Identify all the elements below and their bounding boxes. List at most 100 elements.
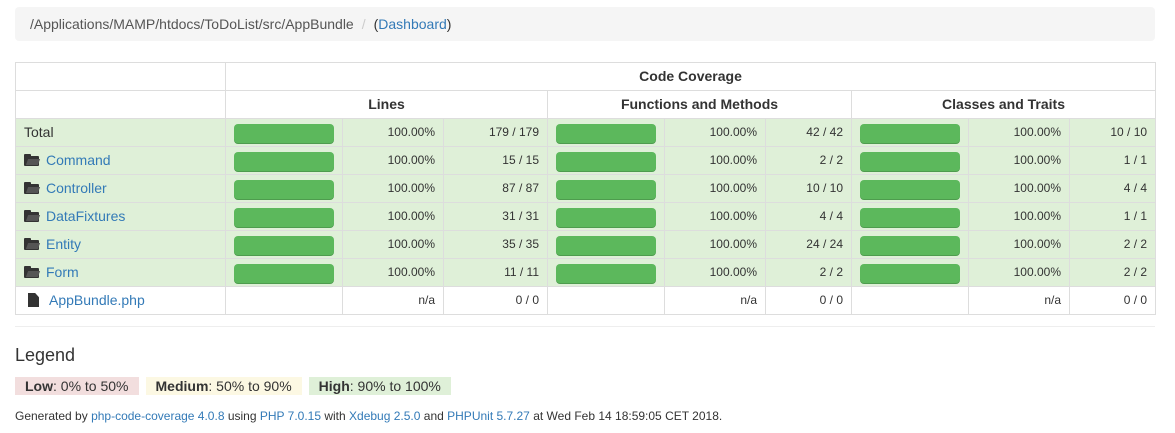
- functions-progress-cell: [547, 146, 665, 175]
- lines-progress-bar: [234, 152, 334, 172]
- functions-percent: 100.00%: [664, 230, 766, 259]
- breadcrumb-paren-open: (: [373, 16, 379, 32]
- lines-progress-bar: [234, 264, 334, 284]
- functions-percent: 100.00%: [664, 258, 766, 287]
- folder-icon: [24, 154, 41, 166]
- functions-progress-bar: [556, 180, 656, 200]
- row-link-command[interactable]: Command: [46, 152, 111, 168]
- folder-icon: [24, 266, 41, 278]
- classes-count: 1 / 1: [1068, 202, 1157, 231]
- row-link-datafixtures[interactable]: DataFixtures: [46, 208, 126, 224]
- xdebug-link[interactable]: Xdebug 2.5.0: [349, 409, 421, 423]
- functions-percent: 100.00%: [664, 174, 766, 203]
- table-row: AppBundle.php n/a 0 / 0 n/a 0 / 0 n/a 0 / 0: [15, 286, 1157, 315]
- classes-progress-bar: [860, 124, 960, 144]
- folder-icon: [24, 238, 41, 250]
- classes-progress-bar: [860, 236, 960, 256]
- breadcrumb-separator: /: [361, 16, 366, 32]
- footer-with: with: [321, 409, 350, 423]
- lines-percent: 100.00%: [342, 174, 444, 203]
- table-row: Form 100.00% 11 / 11 100.00% 2 / 2 100.00% 2 /…: [15, 258, 1157, 287]
- classes-progress-cell: [851, 230, 969, 259]
- lines-progress-cell: [225, 258, 343, 287]
- functions-progress-cell: [547, 202, 665, 231]
- functions-progress-cell: [547, 174, 665, 203]
- lines-percent: 100.00%: [342, 258, 444, 287]
- legend-high-range: : 90% to 100%: [349, 378, 441, 394]
- classes-percent: 100.00%: [968, 174, 1070, 203]
- row-name: Total: [24, 124, 54, 140]
- lines-header: Lines: [225, 90, 548, 119]
- legend-high-label: High: [318, 378, 350, 394]
- php-link[interactable]: PHP 7.0.15: [259, 409, 322, 423]
- classes-progress-cell: [851, 286, 969, 315]
- classes-percent: 100.00%: [968, 146, 1070, 175]
- classes-percent: 100.00%: [968, 230, 1070, 259]
- functions-percent: n/a: [664, 286, 766, 315]
- header-blank: [15, 90, 226, 119]
- functions-percent: 100.00%: [664, 146, 766, 175]
- legend: Low: 0% to 50% Medium: 50% to 90% High: 90…: [15, 377, 458, 395]
- lines-count: 15 / 15: [443, 146, 548, 175]
- row-link-controller[interactable]: Controller: [46, 180, 107, 196]
- row-link-form[interactable]: Form: [46, 264, 79, 280]
- file-icon: [28, 293, 39, 307]
- breadcrumb: /Applications/MAMP/htdocs/ToDoList/src/A…: [15, 7, 1155, 41]
- footer: Generated by php-code-coverage 4.0.8 usi…: [15, 409, 722, 423]
- lines-percent: 100.00%: [342, 230, 444, 259]
- functions-percent: 100.00%: [664, 118, 766, 147]
- lines-progress-cell: [225, 146, 343, 175]
- row-link-appbundle-php[interactable]: AppBundle.php: [49, 292, 145, 308]
- row-name-cell: Form: [15, 258, 226, 287]
- functions-count: 24 / 24: [765, 230, 852, 259]
- row-link-entity[interactable]: Entity: [46, 236, 82, 252]
- classes-progress-cell: [851, 146, 969, 175]
- legend-low-range: : 0% to 50%: [53, 378, 129, 394]
- classes-progress-bar: [860, 264, 960, 284]
- classes-count: 0 / 0: [1068, 286, 1157, 315]
- lines-progress-bar: [234, 236, 334, 256]
- classes-progress-cell: [851, 258, 969, 287]
- lines-percent: 100.00%: [342, 118, 444, 147]
- table-row: Entity 100.00% 35 / 35 100.00% 24 / 24 100.00…: [15, 230, 1157, 259]
- lines-progress-cell: [225, 286, 343, 315]
- functions-progress-bar: [556, 208, 656, 228]
- lines-count: 31 / 31: [443, 202, 548, 231]
- folder-icon: [24, 182, 41, 194]
- lines-progress-cell: [225, 202, 343, 231]
- lines-progress-bar: [234, 124, 334, 144]
- dashboard-link[interactable]: Dashboard: [378, 16, 447, 32]
- lines-percent: n/a: [342, 286, 444, 315]
- functions-progress-bar: [556, 124, 656, 144]
- functions-progress-cell: [547, 118, 665, 147]
- header-blank: [15, 62, 226, 91]
- classes-count: 10 / 10: [1068, 118, 1157, 147]
- classes-progress-cell: [851, 174, 969, 203]
- legend-medium: Medium: 50% to 90%: [145, 377, 302, 395]
- lines-percent: 100.00%: [342, 202, 444, 231]
- lines-count: 87 / 87: [443, 174, 548, 203]
- row-name-cell: AppBundle.php: [15, 286, 226, 315]
- legend-medium-range: : 50% to 90%: [208, 378, 292, 394]
- footer-and: and: [420, 409, 448, 423]
- classes-count: 1 / 1: [1068, 146, 1157, 175]
- php-code-coverage-link[interactable]: php-code-coverage 4.0.8: [91, 409, 225, 423]
- phpunit-link[interactable]: PHPUnit 5.7.27: [447, 409, 530, 423]
- classes-progress-cell: [851, 202, 969, 231]
- functions-count: 2 / 2: [765, 146, 852, 175]
- classes-percent: 100.00%: [968, 258, 1070, 287]
- classes-percent: n/a: [968, 286, 1070, 315]
- code-coverage-header: Code Coverage: [224, 62, 1157, 91]
- functions-progress-bar: [556, 152, 656, 172]
- legend-title: Legend: [15, 345, 76, 365]
- functions-progress-bar: [556, 236, 656, 256]
- functions-header: Functions and Methods: [547, 90, 852, 119]
- classes-percent: 100.00%: [968, 118, 1070, 147]
- table-row: DataFixtures 100.00% 31 / 31 100.00% 4 / 4 10…: [15, 202, 1157, 231]
- lines-count: 0 / 0: [443, 286, 548, 315]
- table-row: Controller 100.00% 87 / 87 100.00% 10 / 10 10…: [15, 174, 1157, 203]
- row-name-cell: Command: [15, 146, 226, 175]
- functions-count: 0 / 0: [765, 286, 852, 315]
- functions-percent: 100.00%: [664, 202, 766, 231]
- lines-count: 179 / 179: [443, 118, 548, 147]
